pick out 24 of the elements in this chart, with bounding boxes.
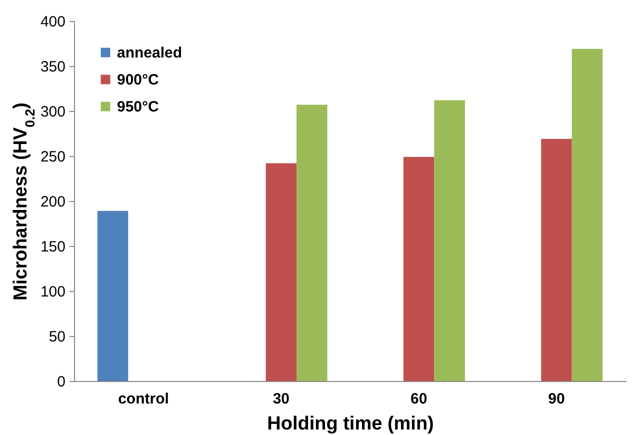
y-tick-label: 250 [40, 148, 66, 166]
y-tick-label: 150 [40, 238, 66, 256]
legend-label: 950°C [117, 98, 160, 116]
y-tick-label: 200 [40, 194, 66, 210]
bar [403, 156, 434, 381]
bar [97, 210, 128, 381]
y-tick-label: 350 [40, 58, 66, 76]
bar [541, 138, 572, 381]
y-tick-label: 0 [57, 374, 66, 390]
x-tick-label: 60 [410, 390, 428, 408]
x-axis-title: Holding time (min) [267, 414, 434, 434]
y-tick-label: 50 [48, 328, 66, 346]
bar [296, 104, 328, 381]
bar [266, 163, 297, 381]
bar [572, 48, 603, 381]
y-tick-label: 400 [40, 14, 66, 30]
x-tick-label: 90 [548, 390, 565, 408]
y-tick-label: 300 [40, 104, 66, 120]
bar [434, 100, 465, 381]
x-tick-label: control [118, 390, 169, 408]
legend-label: annealed [117, 44, 182, 62]
y-tick-label: 100 [40, 284, 66, 300]
legend-label: 900°C [117, 72, 160, 88]
x-tick-label: 30 [272, 390, 290, 408]
